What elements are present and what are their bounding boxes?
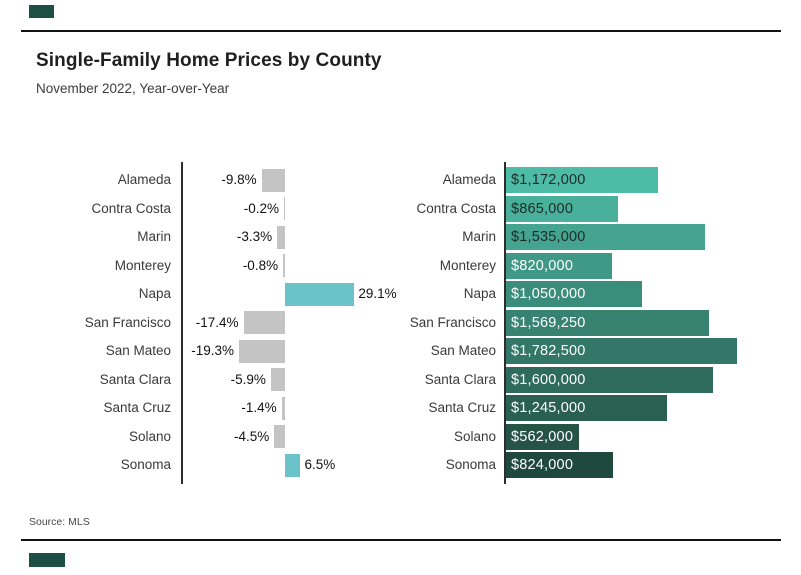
price-bar bbox=[506, 423, 579, 450]
right-county-label: Contra Costa bbox=[416, 200, 496, 216]
left-county-label: Santa Cruz bbox=[103, 400, 171, 415]
yoy-value-label: 6.5% bbox=[304, 457, 336, 472]
yoy-value-label: -4.5% bbox=[234, 428, 270, 444]
yoy-bar bbox=[285, 453, 301, 477]
left-panel-axis bbox=[181, 162, 183, 484]
right-county-label: San Francisco bbox=[409, 314, 496, 330]
yoy-bar bbox=[281, 396, 285, 420]
right-county-label: Alameda bbox=[442, 172, 496, 187]
price-value-label: $1,569,250 bbox=[511, 314, 586, 331]
price-bar bbox=[506, 452, 613, 478]
left-county-label: San Francisco bbox=[84, 314, 171, 330]
left-county-label: Alameda bbox=[117, 172, 171, 187]
yoy-value-label: -17.4% bbox=[195, 314, 239, 330]
yoy-bar bbox=[284, 197, 285, 220]
brand-mark-top bbox=[29, 5, 54, 18]
yoy-bar bbox=[274, 425, 285, 448]
yoy-bar bbox=[261, 168, 285, 192]
price-value-label: $824,000 bbox=[511, 457, 574, 473]
yoy-value-label: -1.4% bbox=[241, 400, 277, 415]
price-value-label: $820,000 bbox=[511, 257, 574, 274]
yoy-bar bbox=[238, 339, 285, 363]
right-county-label: Sonoma bbox=[445, 457, 496, 472]
left-county-label: Monterey bbox=[114, 257, 171, 273]
right-panel-axis bbox=[504, 162, 506, 484]
yoy-value-label: 29.1% bbox=[358, 286, 397, 301]
left-county-label: Solano bbox=[128, 428, 171, 444]
left-county-label: Marin bbox=[137, 229, 171, 244]
price-bar bbox=[506, 309, 710, 336]
price-value-label: $1,172,000 bbox=[511, 172, 586, 188]
right-county-label: Napa bbox=[463, 286, 496, 301]
price-bar bbox=[506, 395, 668, 421]
chart-title: Single-Family Home Prices by County bbox=[36, 50, 382, 71]
yoy-value-label: -0.2% bbox=[243, 200, 279, 216]
right-county-label: Marin bbox=[462, 229, 496, 244]
price-value-label: $865,000 bbox=[511, 200, 574, 217]
left-county-label: Santa Clara bbox=[99, 371, 171, 387]
left-county-label: Contra Costa bbox=[91, 200, 171, 216]
price-bar bbox=[506, 195, 619, 222]
yoy-bar bbox=[285, 282, 355, 306]
right-county-label: Santa Cruz bbox=[428, 400, 496, 415]
price-value-label: $1,050,000 bbox=[511, 286, 586, 302]
price-bar bbox=[506, 366, 714, 393]
price-value-label: $562,000 bbox=[511, 428, 574, 445]
price-value-label: $1,782,500 bbox=[511, 343, 586, 359]
yoy-value-label: -9.8% bbox=[221, 172, 257, 187]
bottom-rule bbox=[21, 539, 781, 541]
left-county-label: Napa bbox=[138, 286, 171, 301]
price-bar bbox=[506, 224, 705, 250]
brand-mark-bottom bbox=[29, 553, 65, 567]
price-bar bbox=[506, 281, 643, 307]
right-county-label: Monterey bbox=[439, 257, 496, 273]
left-county-label: Sonoma bbox=[120, 457, 171, 472]
right-county-label: Solano bbox=[453, 428, 496, 444]
source-note: Source: MLS bbox=[29, 516, 90, 528]
price-bar bbox=[506, 252, 613, 279]
right-county-label: San Mateo bbox=[430, 343, 496, 358]
right-county-label: Santa Clara bbox=[424, 371, 496, 387]
yoy-bar bbox=[277, 225, 285, 249]
yoy-bar bbox=[283, 254, 285, 277]
yoy-bar bbox=[270, 368, 285, 391]
chart-subtitle: November 2022, Year-over-Year bbox=[36, 81, 230, 96]
price-value-label: $1,600,000 bbox=[511, 371, 586, 388]
yoy-value-label: -19.3% bbox=[191, 343, 234, 358]
yoy-bar bbox=[243, 311, 285, 334]
yoy-value-label: -0.8% bbox=[242, 257, 279, 273]
price-bar bbox=[506, 167, 658, 193]
yoy-value-label: -5.9% bbox=[230, 371, 266, 387]
price-value-label: $1,535,000 bbox=[511, 229, 586, 245]
left-county-label: San Mateo bbox=[105, 343, 171, 358]
yoy-value-label: -3.3% bbox=[236, 229, 273, 244]
price-value-label: $1,245,000 bbox=[511, 400, 586, 416]
top-rule bbox=[21, 30, 781, 32]
price-bar bbox=[506, 338, 737, 364]
